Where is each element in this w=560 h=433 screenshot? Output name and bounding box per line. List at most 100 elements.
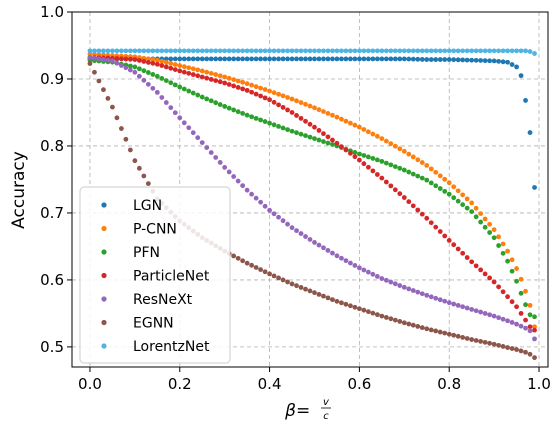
data-point	[222, 74, 228, 80]
data-point	[87, 55, 93, 60]
data-point	[181, 69, 187, 75]
data-point	[343, 301, 349, 307]
data-point	[433, 224, 439, 230]
data-point	[361, 161, 367, 167]
data-point	[199, 140, 205, 146]
data-point	[204, 48, 210, 54]
data-point	[289, 128, 295, 134]
data-point	[226, 82, 232, 87]
data-point	[325, 134, 331, 140]
data-point	[478, 219, 484, 225]
data-point	[424, 162, 430, 168]
data-point	[339, 56, 344, 62]
data-point	[307, 288, 313, 294]
x-label-symbol: β	[284, 401, 296, 421]
data-point	[168, 56, 174, 62]
data-point	[428, 220, 434, 226]
data-point	[352, 122, 358, 128]
data-point	[455, 48, 461, 54]
data-point	[365, 309, 371, 315]
data-point	[208, 56, 214, 62]
data-point	[127, 56, 133, 62]
data-point	[343, 48, 349, 54]
data-point	[145, 59, 151, 65]
data-point	[392, 48, 398, 54]
data-point	[455, 188, 461, 194]
data-point	[262, 56, 268, 62]
data-point	[446, 191, 452, 197]
data-point	[473, 263, 479, 269]
data-point	[406, 286, 412, 292]
data-point	[433, 328, 439, 334]
data-point	[509, 299, 515, 305]
data-point	[276, 91, 281, 97]
data-point	[321, 293, 326, 299]
data-point	[491, 313, 497, 319]
data-point	[154, 57, 160, 63]
data-point	[527, 49, 533, 54]
data-point	[186, 65, 192, 71]
data-point	[303, 133, 308, 139]
data-point	[491, 58, 497, 64]
data-point	[415, 173, 421, 179]
data-point	[410, 56, 416, 62]
data-point	[92, 48, 97, 54]
data-point	[168, 48, 174, 54]
data-point	[145, 81, 151, 87]
data-point	[505, 345, 510, 350]
data-point	[343, 56, 349, 62]
data-point	[419, 291, 425, 297]
data-point	[114, 48, 120, 54]
legend-label: ParticleNet	[133, 269, 210, 285]
data-point	[316, 128, 322, 133]
data-point	[181, 120, 187, 126]
data-point	[325, 140, 331, 146]
data-point	[437, 297, 443, 303]
data-point	[217, 79, 223, 85]
data-point	[316, 137, 322, 143]
data-point	[186, 125, 192, 131]
data-point	[433, 295, 439, 301]
data-point	[415, 324, 421, 329]
data-point	[195, 135, 201, 141]
data-point	[307, 121, 313, 127]
data-point	[343, 147, 349, 153]
data-point	[451, 301, 457, 307]
data-point	[253, 265, 259, 270]
data-point	[294, 228, 299, 234]
svg-text:=: =	[296, 401, 310, 421]
svg-text:β: β	[284, 401, 296, 421]
data-point	[415, 56, 421, 62]
data-point	[500, 344, 506, 349]
data-point	[374, 157, 380, 163]
data-point	[181, 86, 187, 92]
data-point	[213, 100, 219, 106]
data-point	[258, 267, 263, 273]
data-point	[226, 56, 232, 62]
data-point	[253, 84, 259, 90]
data-point	[271, 48, 277, 54]
data-point	[496, 284, 501, 290]
data-point	[460, 334, 466, 340]
data-point	[352, 154, 358, 160]
data-point	[199, 48, 205, 54]
data-point	[136, 66, 142, 72]
data-point	[460, 304, 466, 310]
data-point	[500, 289, 506, 295]
data-point	[442, 298, 448, 304]
data-point	[500, 316, 506, 322]
data-point	[401, 48, 407, 54]
data-point	[374, 56, 380, 62]
data-point	[123, 136, 129, 142]
data-point	[424, 215, 430, 221]
data-point	[487, 275, 493, 281]
data-point	[487, 48, 493, 54]
data-point	[285, 48, 290, 54]
data-point	[330, 142, 335, 147]
data-point	[163, 48, 169, 54]
data-point	[244, 260, 250, 266]
data-point	[397, 191, 403, 197]
data-point	[339, 255, 344, 261]
data-point	[316, 48, 322, 54]
data-point	[446, 48, 452, 54]
